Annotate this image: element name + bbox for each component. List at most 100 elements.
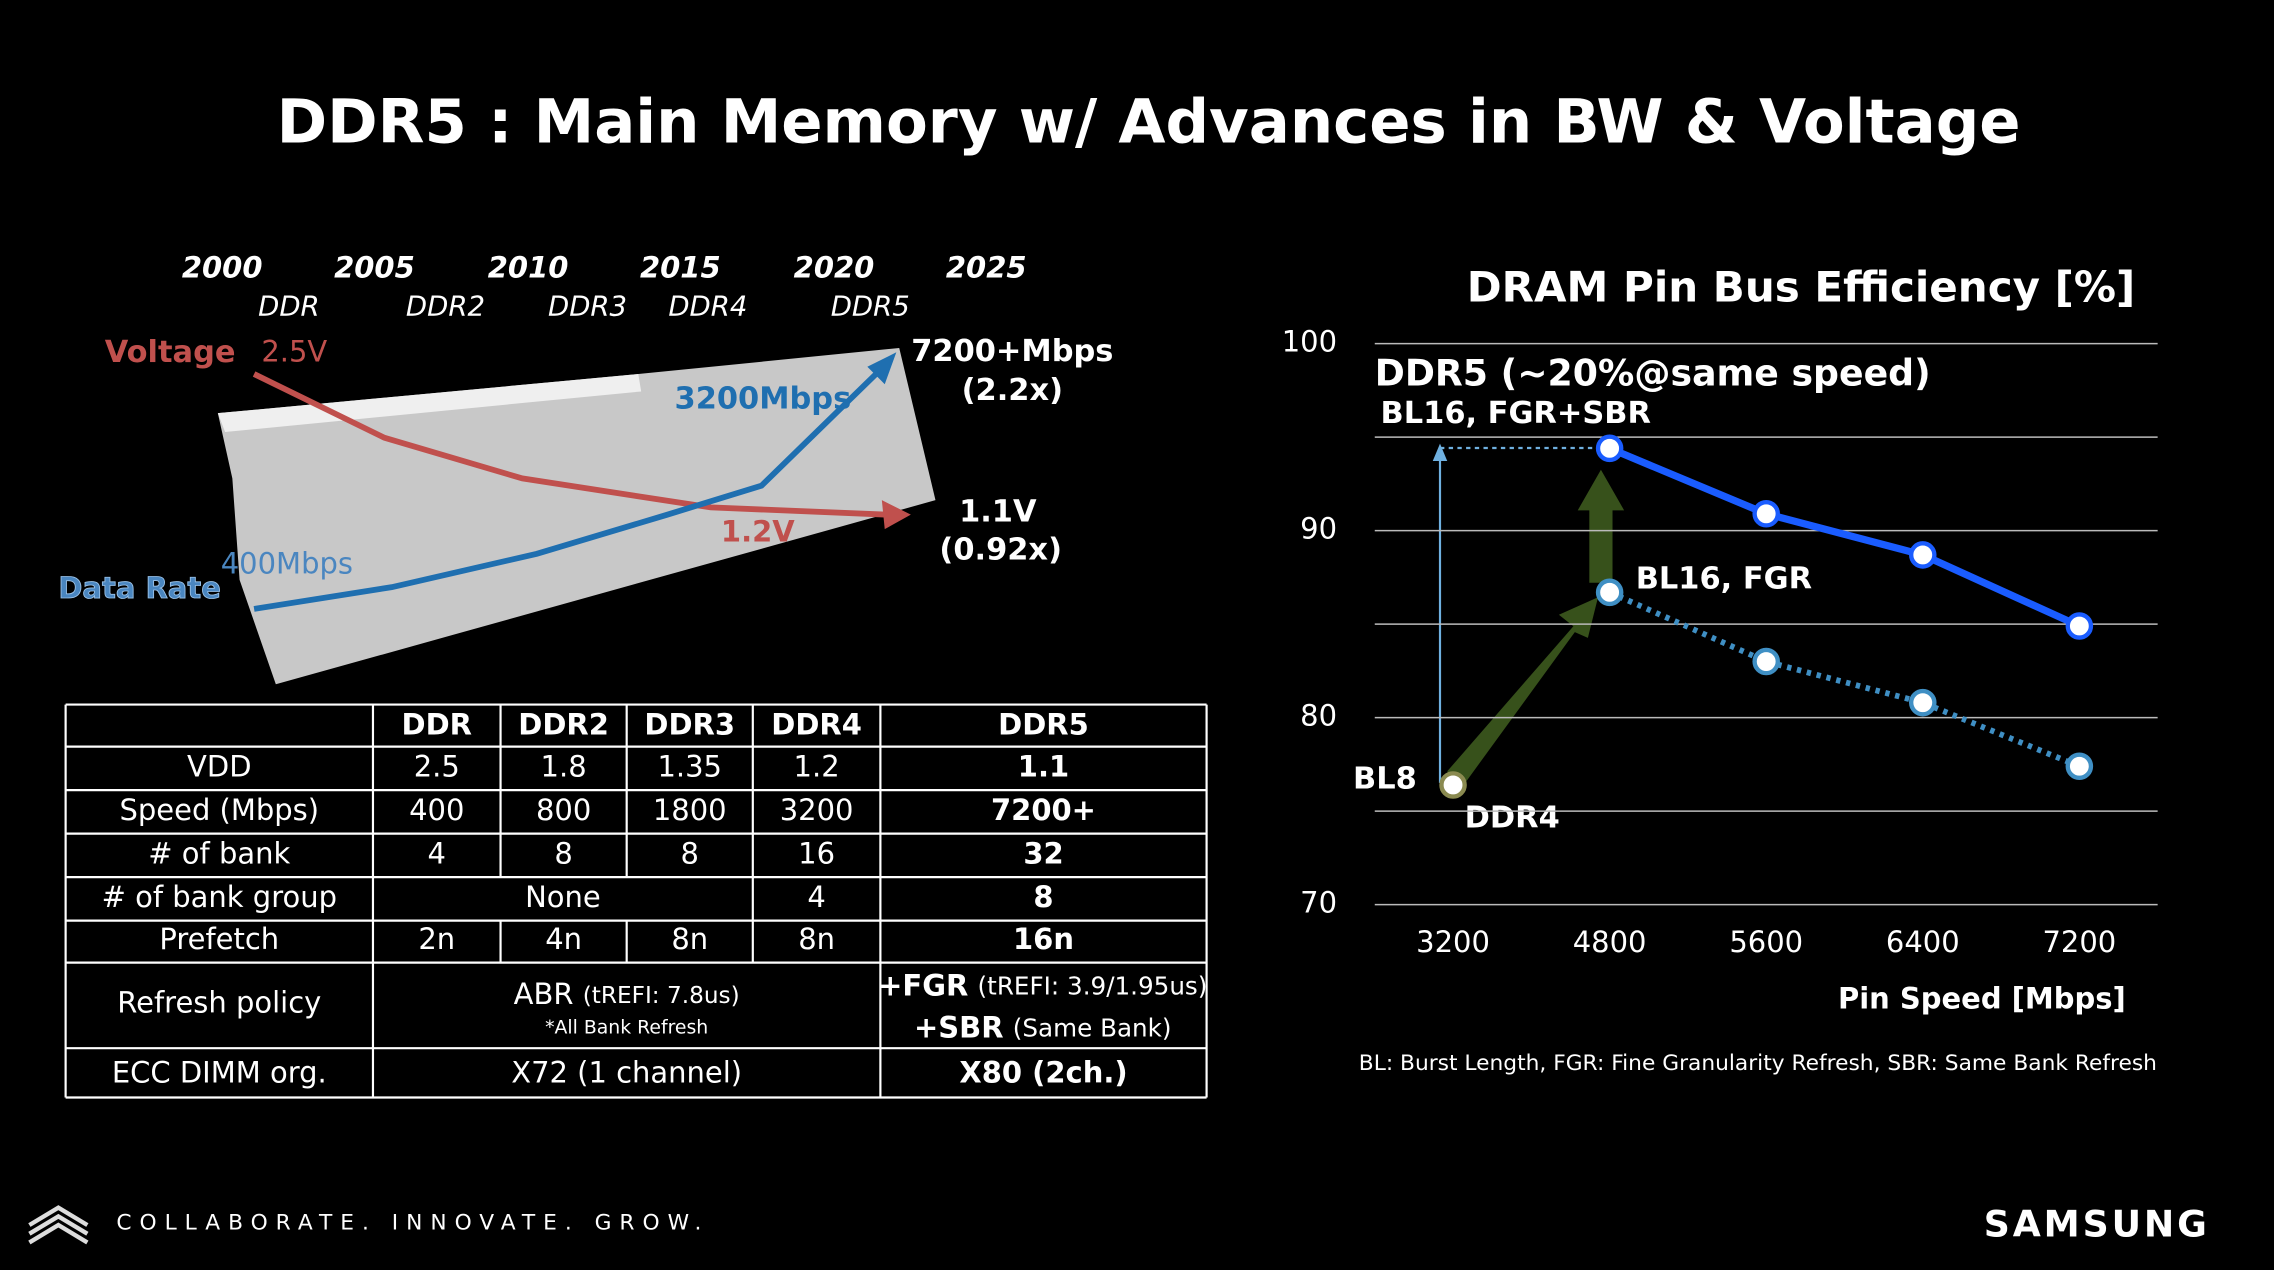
table-cell: X72 (1 channel) <box>511 1055 742 1089</box>
table-cell: 1.35 <box>657 749 722 783</box>
tagline: COLLABORATE. INNOVATE. GROW. <box>116 1211 709 1236</box>
table-cell: 8n <box>798 922 835 956</box>
table-cell: 1.2 <box>794 749 840 783</box>
rate-label: Data Rate <box>58 571 221 605</box>
voltage-curve <box>252 371 888 518</box>
row-label: # of bank <box>148 836 290 870</box>
year: 2020 <box>794 251 875 285</box>
header-cell: DDR2 <box>518 707 609 741</box>
sbr: +SBR <box>914 1010 1004 1044</box>
annotation: DDR4 <box>1465 801 1560 836</box>
voltage-arrowhead <box>881 500 911 530</box>
fgr: +FGR <box>878 968 968 1002</box>
x-axis-label: Pin Speed [Mbps] <box>1838 981 2126 1015</box>
series-label: BL8 <box>1353 761 1417 796</box>
data-point <box>2065 752 2094 781</box>
voltage-ratio: (0.92x) <box>939 532 1062 567</box>
x-tick-label: 3200 <box>1416 925 1490 959</box>
year: 2005 <box>334 251 415 285</box>
y-tick-label: 90 <box>1300 512 1337 546</box>
data-point <box>2065 612 2094 640</box>
brand: SAMSUNG <box>1984 1203 2210 1246</box>
fgr-detail: (tREFI: 3.9/1.95us) <box>978 971 1208 1000</box>
series-line <box>1608 444 2081 630</box>
rate-ratio: (2.2x) <box>962 373 1063 408</box>
series-label: BL16, FGR+SBR <box>1381 396 1651 431</box>
abr-cell: ABR (tREFI: 7.8us) <box>514 977 740 1011</box>
timeline: Voltage 2.5V 1.2V 1.1V (0.92x) Data Rate… <box>58 251 1113 685</box>
dimm-edge <box>217 374 642 433</box>
table-cell: 4n <box>545 922 582 956</box>
efficiency-chart: DRAM Pin Bus Efficiency [%] Pin Speed [M… <box>1282 262 2158 1076</box>
table-cell: 800 <box>536 793 591 827</box>
header-cell: DDR4 <box>771 707 862 741</box>
gain-arrowhead <box>1432 443 1448 462</box>
chart-decor <box>1432 443 1625 792</box>
fgr-cell: +FGR (tREFI: 3.9/1.95us) <box>878 968 1207 1002</box>
table-cell: 8n <box>671 922 708 956</box>
footer-logo <box>28 1205 89 1245</box>
y-tick-label: 80 <box>1300 699 1337 733</box>
row-label: Prefetch <box>159 922 279 956</box>
generations: DDR DDR2 DDR3 DDR4 DDR5 <box>258 290 910 322</box>
header-cell: DDR3 <box>644 707 735 741</box>
year: 2025 <box>946 251 1027 285</box>
abr-note: *All Bank Refresh <box>545 1017 708 1038</box>
data-point <box>1752 500 1780 528</box>
y-tick-label: 70 <box>1300 886 1337 920</box>
year: 2010 <box>488 251 569 285</box>
generation: DDR3 <box>548 290 627 322</box>
row-label: VDD <box>187 749 251 783</box>
table-cell: 1.8 <box>541 749 587 783</box>
sbr-detail: (Same Bank) <box>1013 1013 1172 1042</box>
voltage-ddr4: 1.2V <box>721 515 795 549</box>
data-point <box>1595 434 1624 463</box>
spec-table: Refresh policy ABR (tREFI: 7.8us) *All B… <box>64 703 1208 1099</box>
table-cell: 32 <box>1023 836 1063 870</box>
table-cell: 1800 <box>653 793 727 827</box>
year: 2000 <box>182 251 263 285</box>
data-point <box>1595 578 1624 607</box>
green-arrow <box>1447 597 1599 792</box>
x-tick-label: 7200 <box>2042 925 2116 959</box>
abr-detail: (tREFI: 7.8us) <box>583 981 740 1008</box>
table-cell: 16n <box>1013 922 1074 956</box>
data-point <box>1439 771 1467 799</box>
rate-start: 400Mbps <box>221 546 353 580</box>
table-cell: 8 <box>681 836 699 870</box>
y-tick-label: 100 <box>1282 325 1337 359</box>
annotation: DDR5 (~20%@same speed) <box>1375 351 1931 394</box>
table-cell: 400 <box>409 793 464 827</box>
abr: ABR <box>514 977 574 1011</box>
rate-curve <box>253 369 881 612</box>
voltage-label: Voltage <box>105 335 236 370</box>
table-cell: None <box>525 880 601 914</box>
footnote: BL: Burst Length, FGR: Fine Granularity … <box>1359 1051 2157 1076</box>
generation: DDR4 <box>668 290 747 322</box>
table-cell: 4 <box>428 836 446 870</box>
footer: COLLABORATE. INNOVATE. GROW. SAMSUNG <box>28 1203 2210 1246</box>
data-point <box>1752 647 1780 676</box>
generation: DDR2 <box>406 290 485 322</box>
row-label: ECC DIMM org. <box>112 1055 327 1089</box>
sbr-cell: +SBR (Same Bank) <box>914 1010 1172 1044</box>
header-cell: DDR5 <box>998 707 1089 741</box>
row-label: # of bank group <box>102 880 337 914</box>
data-point <box>1909 541 1937 569</box>
table-cell: 3200 <box>780 793 854 827</box>
series-line <box>1608 589 2081 769</box>
x-tick-label: 5600 <box>1729 925 1803 959</box>
generation: DDR <box>258 290 320 322</box>
table-cell: X80 (2ch.) <box>959 1055 1127 1089</box>
table-cell: 8 <box>1033 880 1053 914</box>
voltage-ddr5: 1.1V <box>959 495 1037 530</box>
green-arrow-up <box>1577 469 1625 583</box>
row-label: Refresh policy <box>117 986 321 1020</box>
table-cell: 2n <box>418 922 455 956</box>
year: 2015 <box>640 251 721 285</box>
row-label: Speed (Mbps) <box>119 793 319 827</box>
series-label: BL16, FGR <box>1636 561 1812 596</box>
x-tick-label: 6400 <box>1886 925 1960 959</box>
